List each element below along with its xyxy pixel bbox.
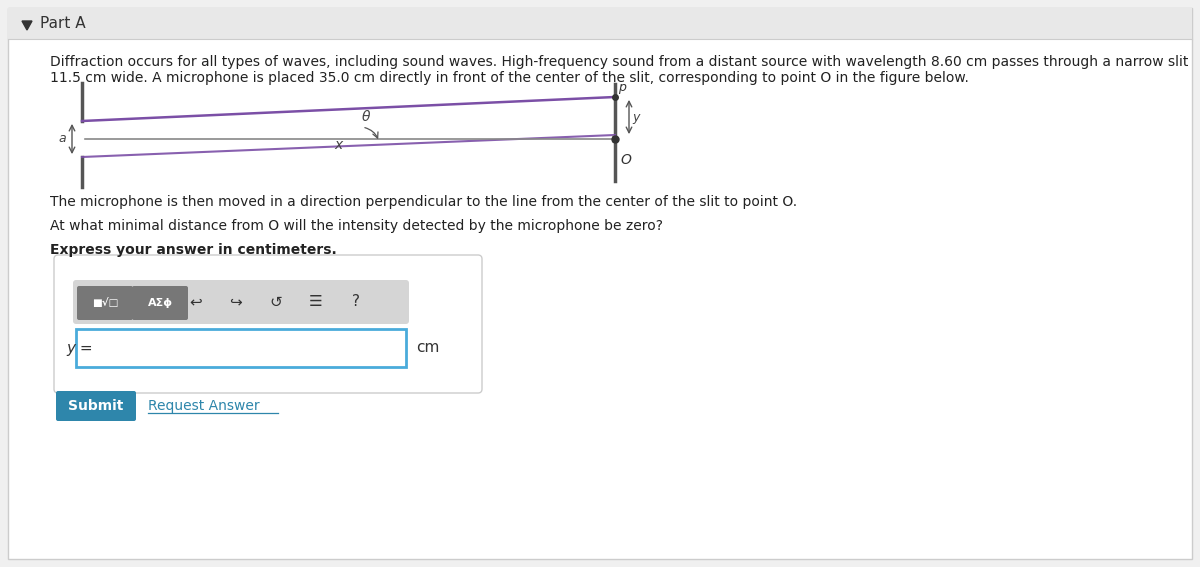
Text: 11.5 cm wide. A microphone is placed 35.0 cm directly in front of the center of : 11.5 cm wide. A microphone is placed 35.… xyxy=(50,71,968,85)
Text: x: x xyxy=(335,138,343,152)
Text: $\theta$: $\theta$ xyxy=(361,109,371,124)
Text: ↩: ↩ xyxy=(190,294,203,310)
FancyBboxPatch shape xyxy=(56,391,136,421)
Text: ↺: ↺ xyxy=(270,294,282,310)
Text: Request Answer: Request Answer xyxy=(148,399,259,413)
FancyBboxPatch shape xyxy=(54,255,482,393)
Text: Diffraction occurs for all types of waves, including sound waves. High-frequency: Diffraction occurs for all types of wave… xyxy=(50,55,1188,69)
Text: AΣϕ: AΣϕ xyxy=(148,298,173,308)
Text: O: O xyxy=(620,153,631,167)
Text: Express your answer in centimeters.: Express your answer in centimeters. xyxy=(50,243,337,257)
Text: ↪: ↪ xyxy=(229,294,242,310)
Text: a: a xyxy=(58,133,66,146)
Bar xyxy=(76,329,406,367)
Text: The microphone is then moved in a direction perpendicular to the line from the c: The microphone is then moved in a direct… xyxy=(50,195,797,209)
Text: Part A: Part A xyxy=(40,16,85,32)
Text: ☰: ☰ xyxy=(310,294,323,310)
FancyBboxPatch shape xyxy=(77,286,133,320)
Text: At what minimal distance from O will the intensity detected by the microphone be: At what minimal distance from O will the… xyxy=(50,219,662,233)
Text: p: p xyxy=(618,81,626,94)
Text: cm: cm xyxy=(416,341,439,356)
Text: y =: y = xyxy=(66,341,92,356)
Text: ?: ? xyxy=(352,294,360,310)
Text: y: y xyxy=(632,112,640,125)
Text: Submit: Submit xyxy=(68,399,124,413)
Text: ■√□: ■√□ xyxy=(92,298,118,308)
Polygon shape xyxy=(22,21,32,30)
FancyBboxPatch shape xyxy=(73,280,409,324)
FancyBboxPatch shape xyxy=(132,286,188,320)
Bar xyxy=(8,8,1192,39)
